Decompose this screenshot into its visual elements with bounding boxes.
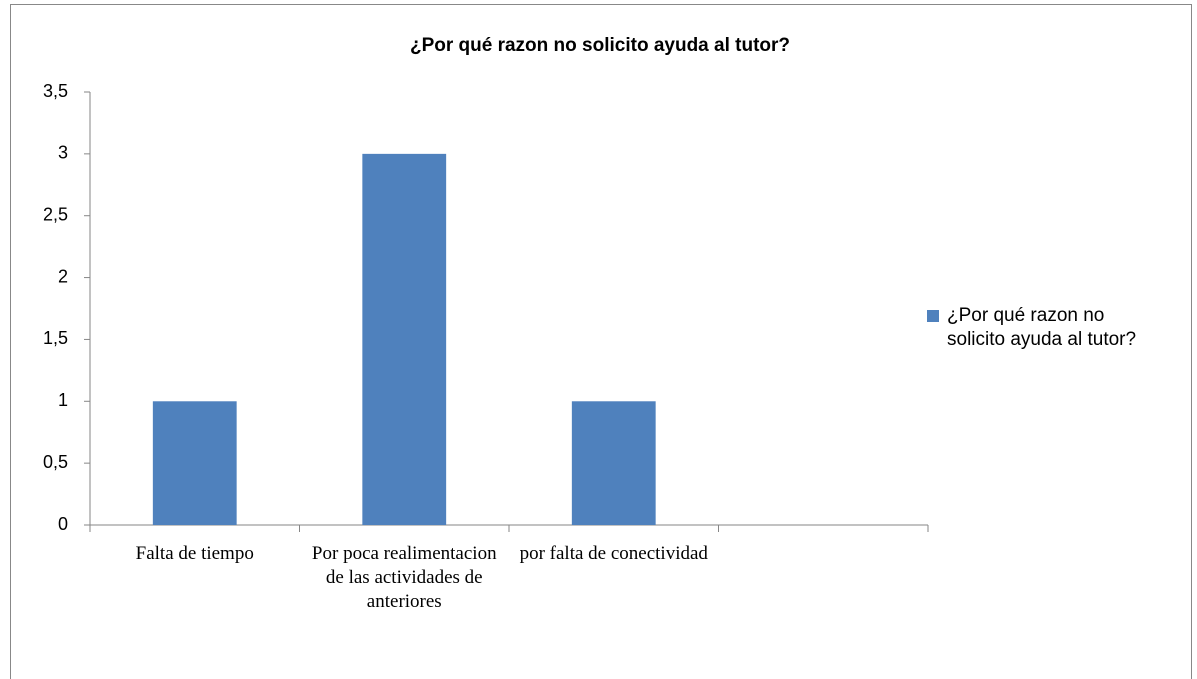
y-tick-label: 0: [58, 514, 68, 534]
bar: [362, 153, 447, 525]
x-tick-label: por falta de conectividad: [519, 543, 708, 564]
y-tick-label: 0,5: [43, 452, 68, 472]
chart-title: ¿Por qué razon no solicito ayuda al tuto…: [410, 35, 790, 56]
y-tick-label: 1: [58, 390, 68, 410]
x-tick-label: Por poca realimentacion de las actividad…: [311, 543, 497, 612]
bar: [571, 401, 656, 525]
y-tick-label: 1,5: [43, 328, 68, 348]
chart-frame: [10, 4, 1192, 679]
bar: [152, 401, 237, 525]
y-tick-label: 3,5: [43, 81, 68, 101]
legend-swatch: [927, 310, 939, 322]
x-tick-label: Falta de tiempo: [135, 543, 254, 564]
y-tick-label: 3: [58, 143, 68, 163]
y-tick-label: 2,5: [43, 204, 68, 224]
legend-label: ¿Por qué razon no solicito ayuda al tuto…: [947, 305, 1137, 350]
y-tick-label: 2: [58, 266, 68, 286]
